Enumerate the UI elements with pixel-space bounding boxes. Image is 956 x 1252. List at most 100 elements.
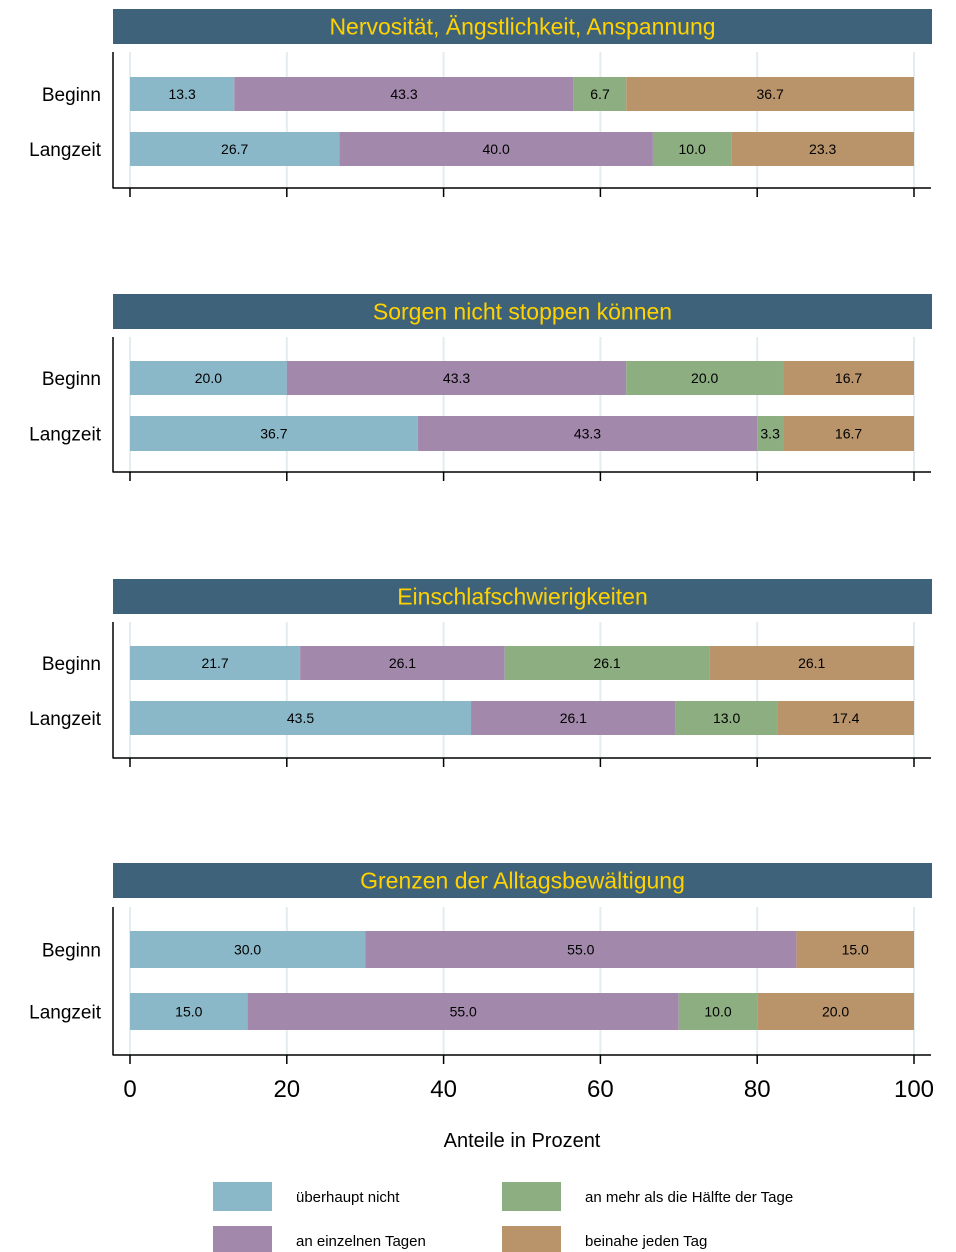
- x-tick-label: 20: [273, 1076, 300, 1103]
- bar-value-label: 26.7: [221, 141, 248, 157]
- bar-value-label: 43.3: [443, 370, 470, 386]
- x-axis-title: Anteile in Prozent: [444, 1130, 601, 1152]
- panel-title: Einschlafschwierigkeiten: [397, 584, 648, 610]
- bar-segment: [247, 993, 679, 1030]
- category-label: Beginn: [42, 654, 101, 675]
- bar-segment: [130, 646, 301, 680]
- bar-segment: [234, 77, 574, 111]
- legend-swatch: [213, 1182, 272, 1211]
- category-label: Beginn: [42, 369, 101, 390]
- panel-title-bar: [113, 9, 932, 44]
- bar-value-label: 26.1: [560, 710, 587, 726]
- bar-value-label: 36.7: [757, 86, 784, 102]
- bar-segment: [783, 416, 914, 451]
- legend-item: überhaupt nicht: [213, 1182, 400, 1211]
- bar-segment: [130, 361, 287, 395]
- bar-value-label: 55.0: [567, 942, 594, 958]
- x-tick-labels: 0 20 40 60 80 100: [123, 1076, 934, 1103]
- category-label: Langzeit: [29, 425, 102, 446]
- bar-segment: [417, 416, 758, 451]
- bar-value-label: 43.3: [574, 426, 601, 442]
- bar-segment: [731, 132, 914, 166]
- bar-value-label: 43.5: [287, 710, 314, 726]
- bar-segment: [286, 361, 627, 395]
- bar-value-label: 10.0: [679, 141, 706, 157]
- bar-segment: [365, 931, 797, 968]
- panel-title-bar: [113, 579, 932, 614]
- panel-title-bar: [113, 863, 932, 898]
- x-tick-label: 60: [587, 1076, 614, 1103]
- bar-value-label: 55.0: [450, 1004, 477, 1020]
- bar-value-label: 15.0: [842, 942, 869, 958]
- bar-segment: [796, 931, 914, 968]
- x-tick-label: 100: [894, 1076, 934, 1103]
- x-tick-label: 0: [123, 1076, 136, 1103]
- legend: überhaupt nicht an einzelnen Tagen an mehr…: [213, 1182, 793, 1252]
- bar-segment: [626, 77, 914, 111]
- bar-value-label: 26.1: [593, 655, 620, 671]
- category-label: Langzeit: [29, 140, 102, 161]
- panel-1: Nervosität, Ängstlichkeit, Anspannung Beg…: [29, 9, 932, 197]
- bar-value-label: 13.3: [169, 86, 196, 102]
- bar-segment: [757, 993, 914, 1030]
- bar-value-label: 3.3: [760, 426, 780, 442]
- bar-segment: [471, 701, 676, 735]
- panel-2: Sorgen nicht stoppen können Beginn 20.0 43.…: [29, 294, 932, 481]
- bar-segment: [130, 132, 340, 166]
- bar-segment: [130, 993, 248, 1030]
- legend-swatch: [213, 1226, 272, 1252]
- category-label: Beginn: [42, 85, 101, 106]
- bar-value-label: 26.1: [389, 655, 416, 671]
- legend-item: beinahe jeden Tag: [502, 1226, 707, 1252]
- x-axis: 0 20 40 60 80 100 Anteile in Prozent: [123, 1076, 934, 1152]
- panel-4: Grenzen der Alltagsbewältigung Beginn 30.0…: [29, 863, 932, 1064]
- legend-label: an einzelnen Tagen: [296, 1233, 426, 1250]
- legend-item: an einzelnen Tagen: [213, 1226, 426, 1252]
- bar-segment: [339, 132, 653, 166]
- bar-segment: [678, 993, 758, 1030]
- bar-value-label: 43.3: [390, 86, 417, 102]
- bar-segment: [130, 77, 235, 111]
- bar-value-label: 17.4: [832, 710, 859, 726]
- bar-value-label: 21.7: [201, 655, 228, 671]
- panel-title: Sorgen nicht stoppen können: [373, 299, 672, 325]
- bar-value-label: 16.7: [835, 426, 862, 442]
- bar-value-label: 40.0: [483, 141, 510, 157]
- legend-label: beinahe jeden Tag: [585, 1233, 707, 1250]
- bar-segment: [130, 701, 472, 735]
- panel-title-bar: [113, 294, 932, 329]
- x-tick-label: 80: [744, 1076, 771, 1103]
- bar-value-label: 16.7: [835, 370, 862, 386]
- bar-value-label: 30.0: [234, 942, 261, 958]
- bar-segment: [777, 701, 914, 735]
- bar-segment: [652, 132, 732, 166]
- bar-value-label: 20.0: [195, 370, 222, 386]
- bar-value-label: 6.7: [590, 86, 610, 102]
- category-label: Langzeit: [29, 1003, 102, 1024]
- bar-value-label: 15.0: [175, 1004, 202, 1020]
- bar-segment: [130, 931, 366, 968]
- bar-value-label: 10.0: [704, 1004, 731, 1020]
- x-tick-label: 40: [430, 1076, 457, 1103]
- panel-title: Nervosität, Ängstlichkeit, Anspannung: [329, 14, 715, 40]
- bar-value-label: 23.3: [809, 141, 836, 157]
- legend-label: an mehr als die Hälfte der Tage: [585, 1189, 793, 1206]
- bar-segment: [626, 361, 784, 395]
- legend-swatch: [502, 1226, 561, 1252]
- legend-item: an mehr als die Hälfte der Tage: [502, 1182, 793, 1211]
- bar-value-label: 13.0: [713, 710, 740, 726]
- panel-3: Einschlafschwierigkeiten Beginn 21.7 26.1 26…: [29, 579, 932, 767]
- legend-swatch: [502, 1182, 561, 1211]
- bar-segment: [300, 646, 505, 680]
- bar-segment: [757, 416, 784, 451]
- category-label: Langzeit: [29, 709, 102, 730]
- bar-segment: [675, 701, 778, 735]
- category-label: Beginn: [42, 941, 101, 962]
- bar-segment: [783, 361, 914, 395]
- bar-value-label: 20.0: [691, 370, 718, 386]
- bar-value-label: 26.1: [798, 655, 825, 671]
- legend-label: überhaupt nicht: [296, 1189, 400, 1206]
- bar-segment: [709, 646, 914, 680]
- bar-value-label: 20.0: [822, 1004, 849, 1020]
